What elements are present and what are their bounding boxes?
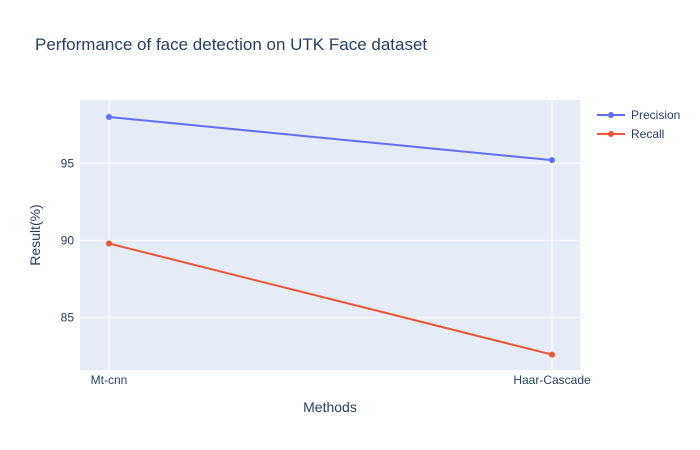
plot-area: [80, 100, 580, 370]
x-tick-label: Mt-cnn: [91, 373, 128, 387]
legend-label: Recall: [631, 127, 664, 141]
legend-label: Precision: [631, 108, 680, 122]
series-line-precision: [108, 115, 553, 162]
series-layer: [106, 113, 555, 358]
y-tick-label: 95: [61, 156, 75, 170]
legend-item-precision[interactable]: Precision: [597, 108, 680, 122]
data-point-precision: [106, 113, 112, 120]
legend-swatch-marker: [608, 112, 614, 118]
tick-labels: 85 90 95 Mt-cnn Haar-Cascade: [61, 156, 591, 387]
y-tick-label: 90: [61, 233, 75, 247]
y-tick-label: 85: [61, 311, 75, 325]
data-point-recall: [549, 351, 555, 358]
legend-swatch-marker: [608, 131, 614, 137]
legend-item-recall[interactable]: Recall: [597, 127, 664, 141]
y-axis-title: Result(%): [27, 204, 43, 265]
x-axis-title: Methods: [303, 399, 357, 415]
legend[interactable]: Precision Recall: [597, 108, 680, 141]
series-line-recall: [108, 242, 553, 356]
data-point-precision: [549, 157, 555, 164]
grid-lines: [80, 100, 580, 370]
x-tick-label: Haar-Cascade: [513, 373, 591, 387]
data-point-recall: [106, 240, 112, 247]
chart-title: Performance of face detection on UTK Fac…: [35, 35, 427, 54]
